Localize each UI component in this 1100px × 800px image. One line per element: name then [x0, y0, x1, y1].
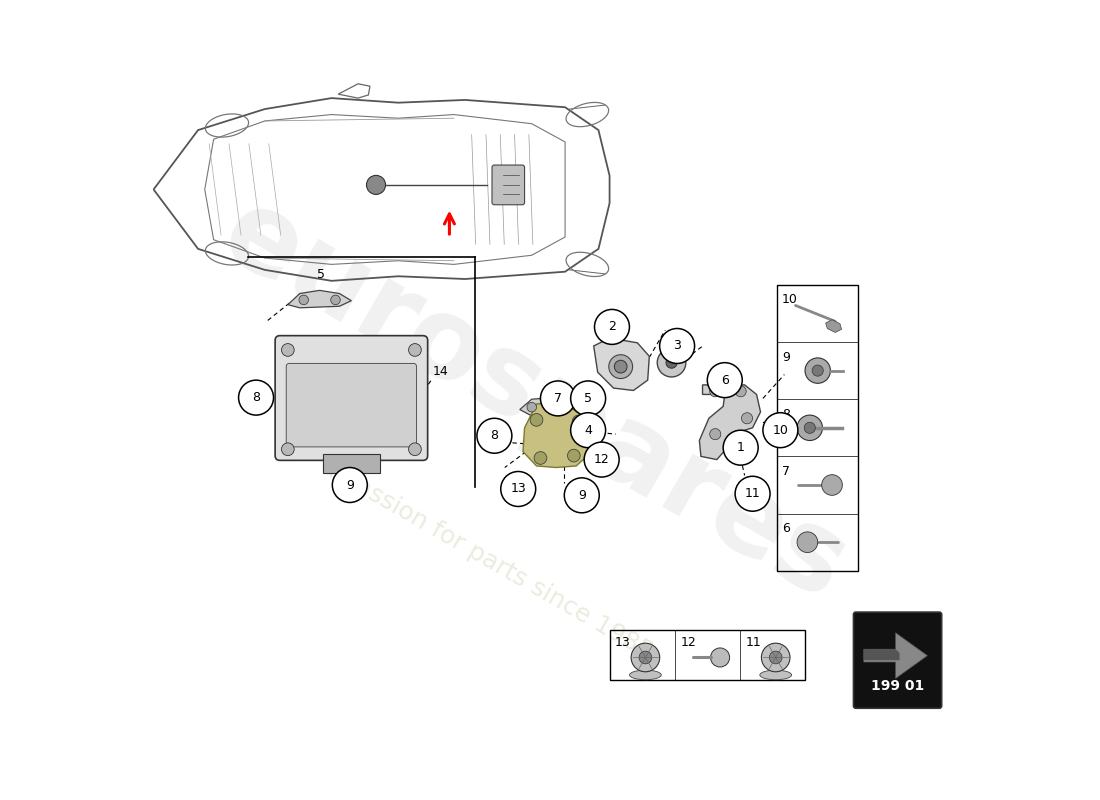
Circle shape [804, 422, 815, 434]
Circle shape [366, 175, 386, 194]
Circle shape [761, 643, 790, 672]
Polygon shape [522, 402, 592, 467]
Text: 11: 11 [746, 636, 761, 649]
Circle shape [658, 348, 686, 377]
Text: 12: 12 [594, 453, 609, 466]
Circle shape [408, 443, 421, 456]
Polygon shape [864, 633, 927, 678]
Text: 10: 10 [782, 294, 797, 306]
FancyBboxPatch shape [275, 336, 428, 460]
Circle shape [564, 478, 600, 513]
Text: 8: 8 [252, 391, 260, 404]
Circle shape [631, 643, 660, 672]
Circle shape [500, 471, 536, 506]
Circle shape [763, 413, 798, 448]
Text: 2: 2 [608, 321, 616, 334]
FancyBboxPatch shape [286, 363, 417, 447]
Text: 10: 10 [772, 424, 789, 437]
Polygon shape [594, 338, 649, 390]
Text: 6: 6 [720, 374, 728, 386]
Text: 8: 8 [782, 408, 790, 421]
Circle shape [540, 381, 575, 416]
Text: 9: 9 [345, 478, 354, 491]
Circle shape [477, 418, 512, 454]
Text: 7: 7 [782, 465, 790, 478]
Text: 5: 5 [317, 269, 326, 282]
Ellipse shape [608, 354, 632, 378]
Text: 9: 9 [578, 489, 585, 502]
Bar [322, 454, 379, 473]
Circle shape [812, 365, 823, 376]
Text: 8: 8 [491, 430, 498, 442]
Circle shape [822, 474, 843, 495]
Polygon shape [520, 398, 580, 415]
Circle shape [805, 358, 830, 383]
Circle shape [332, 467, 367, 502]
Polygon shape [288, 290, 351, 308]
Circle shape [710, 429, 720, 440]
Ellipse shape [629, 670, 661, 680]
Circle shape [735, 386, 746, 397]
Text: eurospares: eurospares [204, 178, 866, 622]
Bar [609, 630, 805, 680]
Circle shape [408, 343, 421, 356]
Circle shape [798, 415, 823, 441]
Circle shape [559, 402, 569, 412]
Circle shape [239, 380, 274, 415]
Circle shape [568, 450, 580, 462]
FancyBboxPatch shape [854, 612, 942, 708]
Text: 6: 6 [782, 522, 790, 535]
Circle shape [527, 402, 537, 412]
Circle shape [711, 648, 729, 667]
Circle shape [639, 651, 652, 664]
Circle shape [723, 430, 758, 465]
Circle shape [535, 452, 547, 464]
Circle shape [660, 329, 694, 363]
Ellipse shape [760, 670, 792, 680]
Text: 13: 13 [510, 482, 526, 495]
Circle shape [769, 651, 782, 664]
Polygon shape [700, 385, 760, 459]
Text: 14: 14 [432, 365, 448, 378]
Text: a passion for parts since 1985: a passion for parts since 1985 [317, 454, 657, 664]
Text: 7: 7 [554, 392, 562, 405]
Circle shape [571, 413, 606, 448]
Text: 199 01: 199 01 [871, 678, 924, 693]
Circle shape [282, 443, 294, 456]
Text: 9: 9 [782, 350, 790, 363]
Circle shape [594, 310, 629, 344]
Text: 13: 13 [615, 636, 631, 649]
Circle shape [572, 415, 585, 428]
Circle shape [666, 357, 678, 368]
Text: 3: 3 [673, 339, 681, 353]
Circle shape [615, 360, 627, 373]
Polygon shape [826, 320, 842, 333]
Polygon shape [864, 650, 900, 660]
Circle shape [331, 295, 340, 305]
Text: 4: 4 [584, 424, 592, 437]
Circle shape [707, 362, 743, 398]
Text: 1: 1 [737, 441, 745, 454]
Text: 5: 5 [584, 392, 592, 405]
Circle shape [299, 295, 308, 305]
Circle shape [710, 386, 720, 397]
Text: 12: 12 [680, 636, 696, 649]
Circle shape [735, 476, 770, 511]
FancyBboxPatch shape [492, 165, 525, 205]
Circle shape [584, 442, 619, 477]
Bar [778, 285, 858, 571]
Circle shape [571, 381, 606, 416]
Circle shape [741, 413, 752, 424]
Circle shape [282, 343, 294, 356]
Circle shape [798, 532, 817, 553]
Circle shape [530, 414, 543, 426]
Text: 11: 11 [745, 487, 760, 500]
